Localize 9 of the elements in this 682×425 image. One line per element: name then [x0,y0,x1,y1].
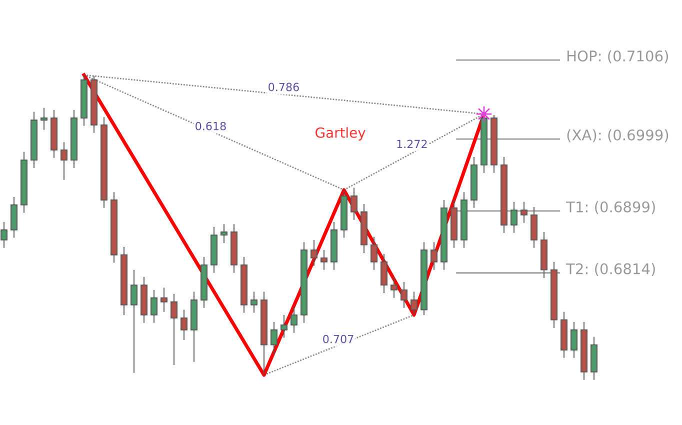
ref-line-label: T1: (0.6899) [566,201,655,214]
annotation: 0.618 [196,122,226,130]
annotation: 1.272 [397,140,427,148]
ref-line-label: T2: (0.6814) [566,263,655,276]
text: Gartley [316,127,366,141]
annotation: 0.707 [323,334,354,344]
ref-line-label: HOP: (0.7106) [567,50,668,64]
annotation: 0.786 [268,82,299,92]
ref-line-label: (XA): (0.6999) [567,129,668,142]
